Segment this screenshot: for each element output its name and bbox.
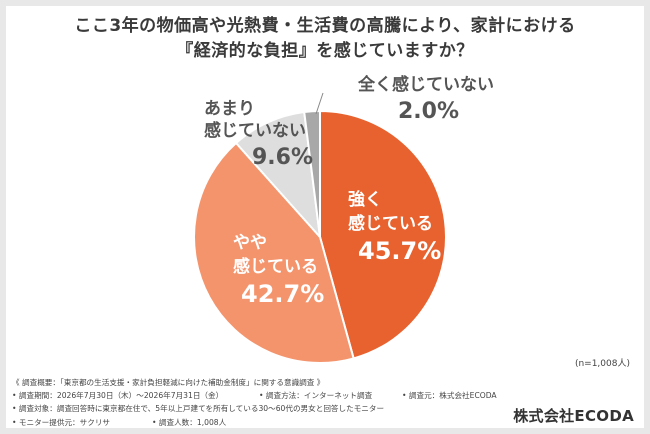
slice-label-2-line-0: あまり — [204, 99, 255, 119]
slice-label-1-line-1: 感じている — [233, 256, 318, 277]
slice-label-0-line-1: 感じている — [348, 213, 433, 234]
note-respondents: • 調査人数：1,008人 — [152, 417, 227, 427]
slice-value-2: 9.6% — [252, 145, 313, 170]
title-line-1: ここ3年の物価高や光熱費・生活費の高騰により、家計における — [74, 16, 576, 36]
title-line-2: 『経済的な負担』を感じていますか？ — [176, 41, 474, 61]
notes-row-2: • 調査対象：調査回答時に東京都在住で、5年以上戸建てを所有している30〜60代… — [12, 402, 512, 415]
slice-value-3: 2.0% — [398, 99, 459, 124]
pie-slice-3 — [303, 109, 321, 238]
survey-notes: 《 調査概要：「東京都の生活支援・家計負担軽減に向けた補助金制度」に関する意識調… — [12, 376, 512, 429]
pie-slice-1 — [193, 141, 355, 364]
slice-value-0: 45.7% — [358, 237, 441, 265]
note-monitor-provider: • モニター提供元：サクリサ — [12, 417, 111, 427]
note-survey-target: • 調査対象：調査回答時に東京都在住で、5年以上戸建てを所有している30〜60代… — [12, 404, 385, 414]
slice-label-0-line-0: 強く — [348, 189, 382, 210]
chart-title: ここ3年の物価高や光熱費・生活費の高騰により、家計における 『経済的な負担』を感… — [0, 14, 650, 64]
slice-label-2-line-1: 感じていない — [204, 120, 306, 141]
note-survey-period: • 調査期間：2026年7月30日（木）〜2026年7月31日（金） — [12, 391, 224, 401]
notes-row-3: • モニター提供元：サクリサ • 調査人数：1,008人 — [12, 416, 512, 429]
notes-row-0: 《 調査概要：「東京都の生活支援・家計負担軽減に向けた補助金制度」に関する意識調… — [12, 376, 512, 389]
notes-row-1: • 調査期間：2026年7月30日（木）〜2026年7月31日（金） • 調査方… — [12, 389, 512, 402]
slice-value-1: 42.7% — [241, 280, 324, 308]
slice-label-1-line-0: やや — [233, 233, 267, 253]
pie-slice-0 — [319, 109, 447, 360]
pie-slice-2 — [234, 110, 322, 241]
note-survey-source: • 調査元：株式会社ECODA — [402, 391, 497, 401]
note-survey-method: • 調査方法：インターネット調査 — [259, 391, 373, 401]
note-survey-summary: 《 調査概要：「東京都の生活支援・家計負担軽減に向けた補助金制度」に関する意識調… — [12, 378, 325, 387]
brand-logo-text: 株式会社ECODA — [513, 407, 634, 425]
sample-size-note: (n=1,008人) — [574, 359, 630, 369]
slice-label-3-line-0: 全く感じていない — [357, 74, 494, 95]
leader-line-3 — [315, 92, 324, 115]
